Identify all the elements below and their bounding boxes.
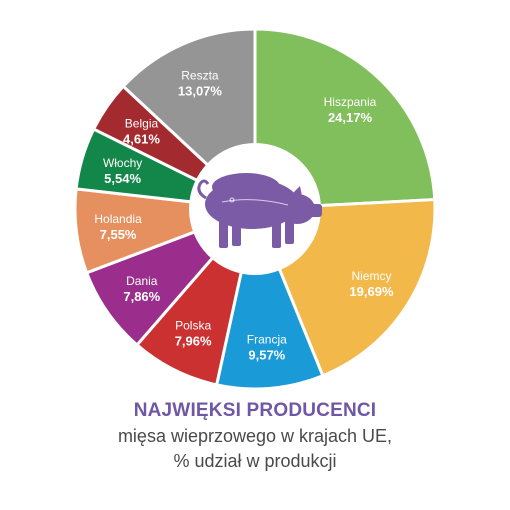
slice-label-name: Niemcy — [351, 269, 391, 283]
slice-label-value: 7,86% — [123, 289, 160, 304]
slice-label-value: 7,96% — [175, 333, 212, 348]
chart-title: NAJWIĘKSI PRODUCENCI — [133, 400, 377, 421]
slice-label-value: 4,61% — [123, 132, 160, 147]
slice-label-name: Dania — [126, 274, 158, 288]
slice-label-value: 13,07% — [178, 83, 223, 98]
slice-label-value: 7,55% — [100, 227, 137, 242]
slice-label-value: 24,17% — [328, 110, 373, 125]
slice-label-name: Polska — [175, 318, 211, 332]
pig-icon — [197, 173, 322, 248]
chart-subtitle-line-2: % udział w produkcji — [173, 451, 337, 471]
slice-label-name: Hiszpania — [324, 95, 377, 109]
slice-label-name: Belgia — [125, 117, 159, 131]
chart-caption: NAJWIĘKSI PRODUCENCI mięsa wieprzowego w… — [0, 398, 510, 474]
slice-label-value: 19,69% — [349, 284, 394, 299]
slice-label-name: Francja — [247, 332, 287, 346]
slice-label-name: Reszta — [181, 68, 219, 82]
slice-label-name: Holandia — [94, 212, 142, 226]
slice-label-value: 9,57% — [248, 347, 285, 362]
chart-subtitle-line-1: mięsa wieprzowego w krajach UE, — [117, 426, 393, 446]
slice-label-name: Włochy — [103, 156, 142, 170]
slice-label-value: 5,54% — [104, 171, 141, 186]
